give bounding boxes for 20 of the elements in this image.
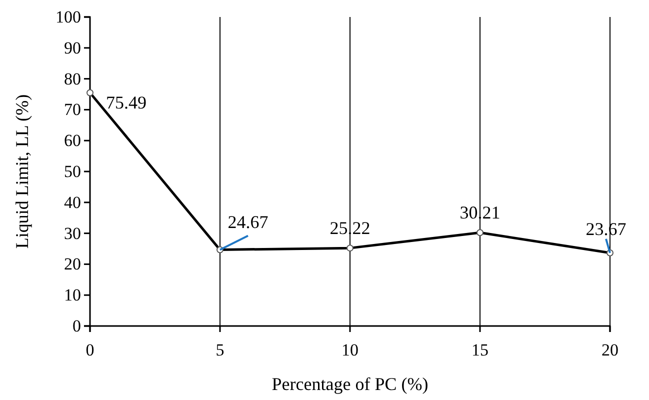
y-tick-label: 80 (64, 69, 81, 88)
y-tick-label: 100 (56, 7, 81, 26)
x-tick-label: 10 (342, 340, 358, 360)
y-tick-label: 30 (64, 224, 81, 243)
y-tick-label: 10 (64, 286, 81, 305)
y-axis-title: Liquid Limit, LL (%) (12, 94, 32, 249)
y-tick-label: 90 (64, 38, 81, 58)
y-tick-label: 0 (72, 316, 81, 336)
data-label: 24.67 (228, 212, 268, 232)
y-tick-label: 40 (64, 192, 81, 212)
y-tick-label: 60 (64, 131, 81, 150)
x-axis-title: Percentage of PC (%) (272, 374, 428, 394)
y-tick-label: 70 (64, 100, 81, 120)
y-tick-label: 50 (64, 162, 81, 181)
data-label: 75.49 (106, 92, 146, 113)
x-tick-label: 0 (86, 340, 94, 360)
x-tick-label: 20 (602, 340, 618, 360)
x-tick-label: 15 (472, 340, 488, 360)
y-tick-label: 20 (64, 254, 81, 274)
x-tick-label: 5 (216, 340, 224, 360)
